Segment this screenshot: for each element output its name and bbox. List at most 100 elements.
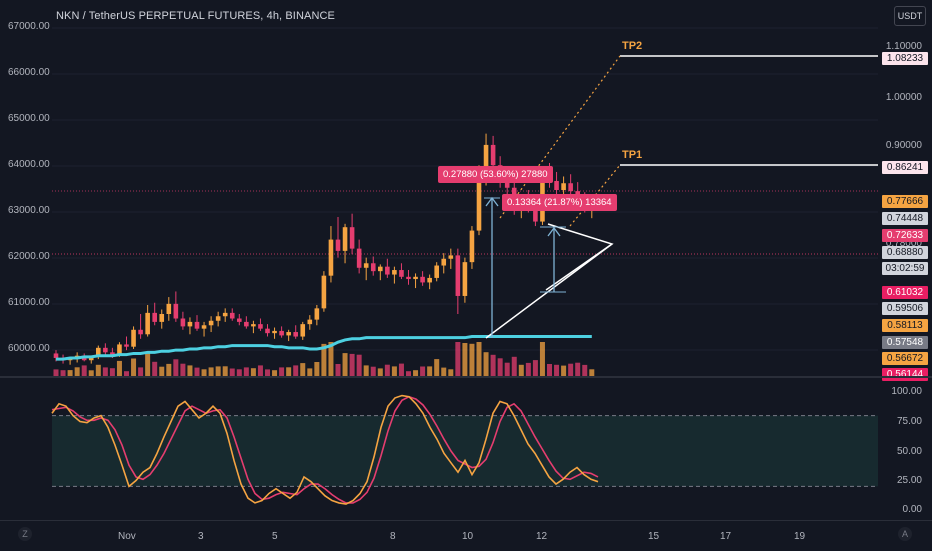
volume-bar: [356, 354, 362, 376]
volume-bar: [328, 342, 334, 376]
candle-body: [399, 270, 404, 277]
stoch-d-line: [51, 395, 599, 504]
candle-body: [363, 263, 369, 268]
time-label: 15: [648, 531, 660, 542]
candle-body: [533, 209, 538, 222]
volume-bar: [279, 367, 285, 376]
measure-arrowhead-small: [547, 226, 561, 237]
candle-body: [356, 248, 362, 268]
candle-body: [194, 321, 200, 329]
candle-body: [187, 321, 193, 327]
volume-bar: [53, 369, 59, 376]
candle-body: [476, 169, 482, 231]
pane-divider[interactable]: [0, 376, 932, 378]
triangle-pattern: [485, 223, 614, 339]
candle-body: [258, 324, 263, 329]
candle-body: [265, 328, 270, 334]
left-axis-label: 61000.00: [8, 297, 50, 308]
price-tag: 0.58113: [882, 319, 928, 332]
candle-body: [406, 276, 411, 280]
volume-bar: [377, 368, 383, 376]
candle-body: [88, 356, 94, 361]
volume-bar: [462, 343, 468, 376]
time-label: 10: [462, 531, 474, 542]
volume-bar: [370, 366, 376, 376]
volume-bar: [201, 369, 207, 376]
stoch-k-line: [51, 394, 599, 505]
volume-bar: [406, 371, 411, 376]
stochastic-chart[interactable]: [0, 378, 932, 518]
price-tag: 0.74448: [882, 212, 928, 225]
volume-bar: [335, 364, 341, 376]
candle-body: [96, 347, 101, 357]
volume-bar: [582, 364, 588, 376]
candle-body: [370, 263, 376, 272]
volume-bar: [434, 359, 440, 376]
volume-bar: [215, 366, 221, 376]
osc-axis-label: 0.00: [902, 504, 922, 515]
price-pane[interactable]: NKN / TetherUS PERPETUAL FUTURES, 4h, BI…: [0, 0, 932, 381]
candle-body: [483, 144, 489, 170]
volume-bar: [152, 361, 158, 376]
candle-body: [321, 275, 327, 309]
timezone-button[interactable]: Z: [18, 527, 32, 541]
time-label: 17: [720, 531, 732, 542]
candle-body: [272, 330, 277, 334]
volume-bar: [102, 367, 108, 376]
candle-body: [392, 270, 397, 275]
time-axis[interactable]: Z Nov 3 5 8 10 12 15 17 19 A: [0, 520, 932, 551]
price-tag: 03:02:59: [882, 262, 928, 275]
candle-body: [103, 347, 108, 353]
candle-body: [307, 319, 313, 325]
left-axis-label: 62000.00: [8, 251, 50, 262]
right-axis-label: 0.90000: [885, 140, 922, 151]
left-axis-label: 60000.00: [8, 343, 50, 354]
candlestick-chart[interactable]: [0, 0, 932, 376]
time-label: 19: [794, 531, 806, 542]
candle-body: [413, 276, 418, 280]
volume-bar: [547, 364, 552, 376]
volume-bar: [81, 365, 87, 376]
volume-bar: [490, 354, 496, 376]
candle-body: [251, 324, 256, 327]
price-tag: 0.77666: [882, 195, 928, 208]
volume-bar: [321, 343, 327, 376]
volume-bar: [300, 363, 306, 376]
candle-body: [180, 318, 186, 327]
volume-bar: [67, 370, 73, 376]
candle-body: [554, 180, 559, 190]
volume-bar: [257, 365, 263, 376]
volume-bar: [589, 369, 595, 376]
right-axis-label: 1.00000: [885, 92, 922, 103]
currency-selector[interactable]: USDT: [894, 6, 926, 26]
volume-bar: [448, 369, 454, 376]
volume-bar: [539, 342, 545, 376]
volume-bar: [469, 343, 475, 376]
left-axis-label: 65000.00: [8, 113, 50, 124]
volume-bar: [243, 367, 249, 376]
left-axis-label: 64000.00: [8, 159, 50, 170]
volume-bar: [525, 362, 531, 376]
candle-body: [222, 312, 228, 317]
measure-label-large[interactable]: 0.27880 (53.60%) 27880: [438, 166, 553, 183]
candle-body: [237, 318, 242, 322]
stoch-band-fill: [52, 415, 878, 487]
auto-scale-button[interactable]: A: [898, 527, 912, 541]
volume-bar: [420, 366, 426, 376]
volume-bar: [363, 365, 369, 376]
volume-bar: [88, 370, 94, 376]
candle-body: [561, 183, 566, 190]
measure-label-small[interactable]: 0.13364 (21.87%) 13364: [502, 194, 617, 211]
stochastic-pane[interactable]: 100.00 75.00 50.00 25.00 0.00: [0, 378, 932, 518]
volume-bar: [187, 365, 193, 376]
candle-body: [385, 266, 390, 275]
volume-bar: [95, 364, 101, 376]
time-label: 5: [272, 531, 278, 542]
volume-bar: [518, 364, 524, 376]
volume-bar: [180, 363, 186, 376]
volume-bar: [131, 358, 137, 376]
candle-body: [279, 330, 284, 336]
osc-axis-label: 75.00: [896, 416, 922, 427]
volume-bar: [504, 362, 510, 376]
volume-bar: [60, 370, 66, 376]
